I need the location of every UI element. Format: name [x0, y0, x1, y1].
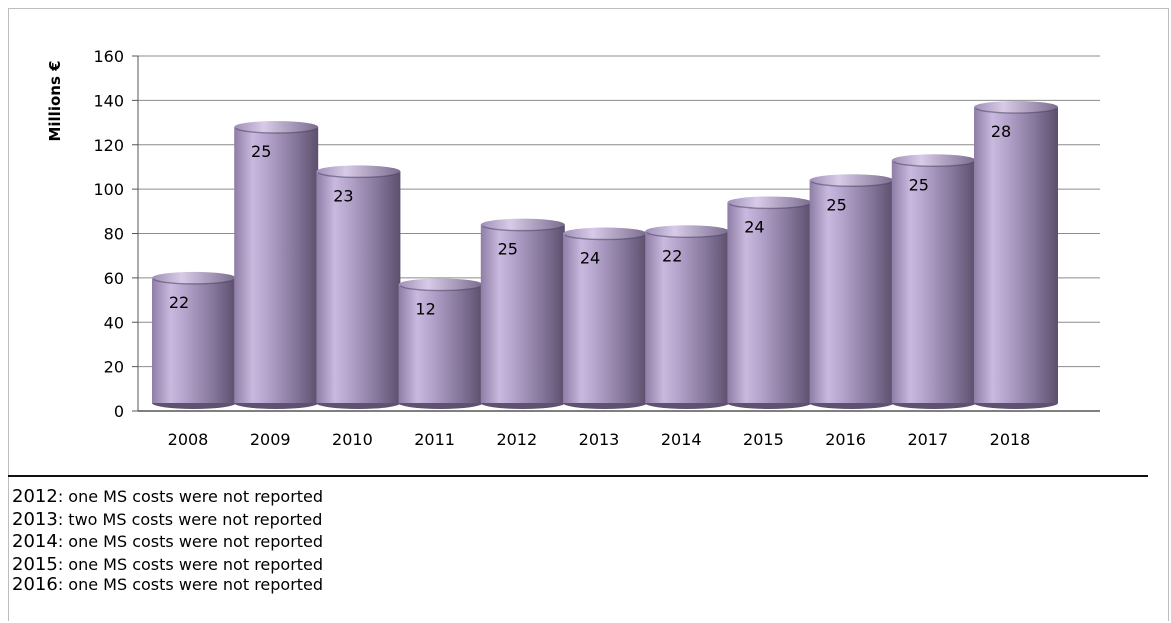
- y-tick-label: 120: [93, 136, 124, 155]
- data-label: 25: [498, 240, 518, 259]
- bar: [974, 101, 1058, 409]
- bar-body: [316, 171, 401, 403]
- note-item: 2014: one MS costs were not reported: [12, 531, 323, 554]
- x-tick-label: 2012: [496, 430, 537, 449]
- bar-chart: 0 20 40 60 80 100 120 140 160 22 2008 25 2009 23 2010 1…: [46, 47, 1100, 449]
- bar-body: [152, 277, 236, 403]
- y-tick-label: 160: [93, 47, 124, 66]
- bar: [563, 227, 647, 409]
- y-tick-label: 140: [93, 91, 124, 110]
- note-year: 2016: [12, 574, 58, 595]
- y-tick-label: 80: [104, 225, 124, 244]
- data-label: 28: [991, 122, 1011, 141]
- bar-cap-rim: [399, 285, 482, 292]
- bar: [316, 165, 401, 409]
- bar-cap: [974, 101, 1058, 114]
- x-tick-label: 2013: [579, 430, 620, 449]
- data-label: 22: [169, 293, 189, 312]
- data-label: 24: [744, 217, 764, 236]
- chart-frame: [8, 8, 1169, 621]
- bar-cap: [891, 154, 976, 167]
- bar: [809, 174, 894, 409]
- bar-cap: [563, 227, 647, 240]
- x-tick-label: 2011: [414, 430, 455, 449]
- bar-cap-rim: [235, 127, 317, 134]
- data-label: 25: [826, 195, 846, 214]
- bar: [398, 278, 483, 409]
- note-item: 2013: two MS costs were not reported: [12, 509, 323, 532]
- note-text: : one MS costs were not reported: [57, 532, 324, 551]
- bars-layer: [152, 101, 1058, 409]
- bar: [234, 121, 319, 409]
- y-axis-title: Millions €: [46, 60, 64, 141]
- bar: [480, 218, 565, 409]
- x-tick-label: 2016: [825, 430, 866, 449]
- notes-divider: [8, 475, 1148, 477]
- notes-list: 2012: one MS costs were not reported 201…: [12, 486, 323, 596]
- bar-cap: [234, 121, 319, 133]
- bar: [152, 271, 236, 409]
- y-tick-label: 40: [104, 313, 124, 332]
- bar-body: [891, 160, 976, 403]
- bar-body: [645, 231, 730, 403]
- data-label: 25: [251, 142, 271, 161]
- data-label: 25: [909, 175, 929, 194]
- x-tick-label: 2008: [168, 430, 209, 449]
- bar-cap-rim: [810, 180, 893, 187]
- bar: [645, 225, 730, 409]
- bar-cap-rim: [975, 107, 1057, 114]
- bar-body: [234, 127, 319, 403]
- note-text: : one MS costs were not reported: [57, 554, 324, 574]
- note-text: : one MS costs were not reported: [57, 487, 324, 506]
- bar-cap-rim: [317, 172, 400, 179]
- x-tick-label: 2018: [990, 430, 1031, 449]
- bar-cap: [398, 278, 483, 291]
- y-tick-label: 0: [114, 402, 124, 421]
- note-year: 2015: [12, 553, 58, 575]
- bar-cap: [809, 174, 894, 187]
- x-tick-label: 2014: [661, 430, 702, 449]
- bar-cap: [480, 218, 565, 231]
- bar-cap: [316, 165, 401, 178]
- bar: [891, 154, 976, 409]
- data-label: 24: [580, 249, 600, 268]
- x-tick-label: 2015: [743, 430, 784, 449]
- note-year: 2014: [12, 531, 58, 552]
- note-year: 2012: [12, 486, 58, 507]
- bar-cap-rim: [893, 160, 975, 167]
- data-label: 12: [415, 300, 435, 319]
- bar-body: [398, 284, 483, 403]
- bar-cap-rim: [482, 225, 564, 232]
- bar-cap: [727, 196, 812, 209]
- note-text: : two MS costs were not reported: [57, 509, 323, 529]
- bar-cap: [645, 225, 730, 238]
- bar-cap-rim: [153, 278, 235, 285]
- note-item: 2012: one MS costs were not reported: [12, 486, 323, 509]
- labels-layer: 0 20 40 60 80 100 120 140 160 22 2008 25 2009 23 2010 1…: [93, 47, 1030, 449]
- bar-cap-rim: [564, 234, 646, 241]
- bar-body: [809, 180, 894, 403]
- bar-body: [727, 202, 812, 403]
- note-text: : one MS costs were not reported: [57, 575, 324, 594]
- bar-body: [480, 224, 565, 403]
- bar-body: [974, 107, 1058, 403]
- note-year: 2013: [12, 508, 58, 530]
- x-tick-label: 2009: [250, 430, 291, 449]
- y-tick-label: 20: [104, 358, 124, 377]
- bar: [727, 196, 812, 409]
- note-item: 2016: one MS costs were not reported: [12, 576, 323, 596]
- bar-cap-rim: [646, 231, 728, 238]
- y-tick-label: 60: [104, 269, 124, 288]
- data-label: 22: [662, 246, 682, 265]
- x-tick-label: 2017: [907, 430, 948, 449]
- bar-cap-rim: [728, 203, 811, 210]
- y-tick-label: 100: [93, 180, 124, 199]
- data-label: 23: [333, 186, 353, 205]
- bar-cap: [152, 271, 236, 284]
- bar-body: [563, 233, 647, 403]
- x-tick-label: 2010: [332, 430, 373, 449]
- note-item: 2015: one MS costs were not reported: [12, 554, 323, 577]
